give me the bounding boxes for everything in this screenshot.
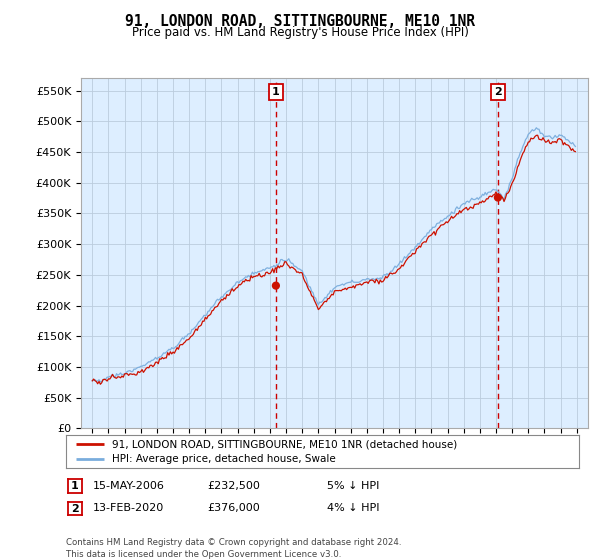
Text: 1: 1 (272, 87, 280, 97)
Text: 1: 1 (71, 481, 79, 491)
Text: 15-MAY-2006: 15-MAY-2006 (93, 480, 165, 491)
Point (493, 193, 503, 202)
Text: HPI: Average price, detached house, Swale: HPI: Average price, detached house, Swal… (112, 454, 336, 464)
Point (271, 281, 281, 290)
Text: 2: 2 (71, 503, 79, 514)
Text: 13-FEB-2020: 13-FEB-2020 (93, 503, 164, 513)
Text: 2: 2 (494, 87, 502, 97)
Text: 91, LONDON ROAD, SITTINGBOURNE, ME10 1NR (detached house): 91, LONDON ROAD, SITTINGBOURNE, ME10 1NR… (112, 439, 457, 449)
Text: 5% ↓ HPI: 5% ↓ HPI (327, 480, 379, 491)
Text: £232,500: £232,500 (207, 480, 260, 491)
Text: £376,000: £376,000 (207, 503, 260, 513)
Text: 91, LONDON ROAD, SITTINGBOURNE, ME10 1NR: 91, LONDON ROAD, SITTINGBOURNE, ME10 1NR (125, 14, 475, 29)
Text: 4% ↓ HPI: 4% ↓ HPI (327, 503, 380, 513)
Text: Price paid vs. HM Land Registry's House Price Index (HPI): Price paid vs. HM Land Registry's House … (131, 26, 469, 39)
Text: Contains HM Land Registry data © Crown copyright and database right 2024.
This d: Contains HM Land Registry data © Crown c… (66, 538, 401, 559)
